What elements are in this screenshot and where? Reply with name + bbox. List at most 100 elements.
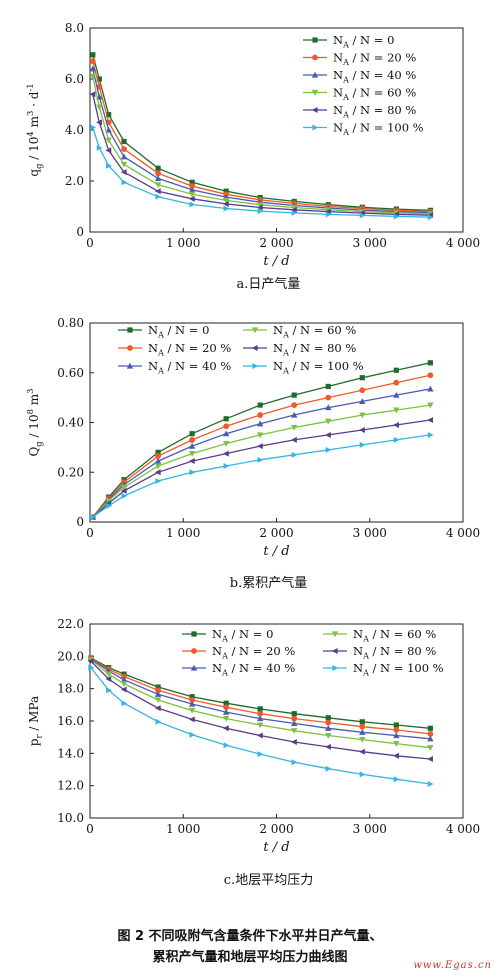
chart-2-series-4-line bbox=[90, 660, 431, 760]
chart-1-series-2-line bbox=[92, 388, 431, 518]
chart-2-series-3-point bbox=[256, 722, 264, 729]
chart-1-series-1-point bbox=[359, 387, 366, 394]
chart-0-ytick-label: 0 bbox=[76, 225, 84, 239]
chart-0-series-3-point bbox=[96, 104, 103, 111]
chart-2-series-0-point bbox=[291, 711, 297, 717]
chart-2-series-3-point bbox=[325, 732, 332, 739]
chart-2-series-2-point bbox=[154, 691, 162, 697]
chart-1-series-0-point bbox=[291, 392, 297, 398]
chart-0-series-2-point bbox=[154, 175, 162, 182]
chart-0-series-4-point bbox=[120, 169, 127, 176]
chart-1-series-0-point bbox=[325, 383, 331, 390]
chart-0-series-5-point bbox=[325, 211, 332, 218]
chart-0-series-0-point bbox=[121, 138, 127, 145]
chart-1-series-5-point bbox=[189, 469, 196, 476]
chart-0-series-5-point bbox=[155, 193, 162, 200]
chart-0-series-5-point bbox=[257, 208, 264, 215]
chart-2-series-4-point bbox=[291, 739, 297, 746]
chart-2-series-2-point bbox=[256, 715, 264, 722]
chart-1-series-2-point bbox=[222, 430, 230, 437]
chart-1-legend-swatch-marker bbox=[251, 345, 258, 351]
chart-0-legend-label: NA​ / N = 80 % bbox=[333, 103, 416, 119]
chart-2-series-1-point bbox=[359, 723, 366, 730]
chart-0-series-4-point bbox=[89, 91, 96, 98]
chart-2-series-4-point bbox=[105, 675, 112, 682]
chart-0-xtick-label: 3 000 bbox=[353, 236, 387, 250]
chart-2-legend-label: NA​ / N = 80 % bbox=[353, 644, 436, 660]
chart-2-series-4-point bbox=[120, 686, 127, 693]
chart-2-series-5-point bbox=[393, 776, 400, 783]
chart-1-ytick-label: 0.40 bbox=[57, 416, 84, 430]
chart-2-legend-label: NA​ / N = 100 % bbox=[353, 661, 444, 677]
chart-2-series-3-point bbox=[427, 745, 434, 751]
chart-0-ytick-label: 4.0 bbox=[65, 123, 84, 137]
chart-1-series-2-point bbox=[325, 404, 332, 411]
chart-2-legend-swatch-marker bbox=[191, 648, 197, 654]
chart-1-legend-swatch-marker bbox=[252, 363, 259, 369]
chart-0-legend-swatch-marker bbox=[311, 89, 319, 96]
chart-1-series-2-point bbox=[154, 457, 162, 464]
chart-0-series-0-point bbox=[96, 76, 102, 82]
chart-0-series-5-point bbox=[393, 213, 400, 220]
chart-1-series-1-point bbox=[189, 437, 196, 443]
chart-2-series-2-point bbox=[393, 732, 400, 739]
chart-2-legend-label: NA​ / N = 0 bbox=[212, 627, 273, 643]
chart-2-series-3-point bbox=[393, 741, 400, 747]
chart-2-series-5-point bbox=[121, 700, 128, 707]
chart-2-series-5-point bbox=[106, 687, 112, 694]
chart-1-series-0-point bbox=[257, 402, 263, 408]
chart-2-series-4-point bbox=[393, 752, 399, 759]
chart-1-series-3-point bbox=[359, 412, 366, 419]
chart-1-series-3-point bbox=[291, 424, 298, 431]
chart-2-legend-swatch-marker bbox=[332, 665, 339, 671]
chart-1-series-5-point bbox=[257, 456, 264, 463]
chart-0-series-3-point bbox=[222, 197, 230, 204]
chart-1-series-5-point bbox=[121, 492, 128, 499]
chart-2-series-2-point bbox=[291, 720, 298, 727]
chart-2-series-2-line bbox=[90, 658, 431, 740]
chart-0-legend-swatch-marker bbox=[312, 54, 318, 61]
chart-0-series-3-point bbox=[120, 161, 128, 168]
chart-0-series-5-point bbox=[90, 124, 96, 131]
chart-1-ytick-label: 0.60 bbox=[57, 366, 84, 380]
chart-0-series-3-point bbox=[89, 73, 96, 80]
chart-0-legend-label: NA​ / N = 60 % bbox=[333, 86, 416, 102]
chart-0-ytick-label: 6.0 bbox=[65, 72, 84, 86]
chart-0-series-4-point bbox=[222, 200, 229, 207]
chart-0-legend-swatch-marker bbox=[312, 124, 319, 131]
chart-1-series-1-point bbox=[427, 372, 434, 379]
chart-2-series-1-point bbox=[257, 710, 264, 717]
chart-2-series-1-point bbox=[325, 719, 332, 726]
chart-2-series-4-point bbox=[359, 748, 365, 755]
chart-2-series-2-point bbox=[188, 700, 196, 707]
chart-0-xtick-label: 4 000 bbox=[446, 236, 480, 250]
chart-2-series-3-point bbox=[222, 715, 230, 722]
chart-0-series-2-point bbox=[105, 126, 112, 133]
chart-2-series-0-point bbox=[325, 715, 331, 721]
chart-2-xtick-label: 2 000 bbox=[259, 822, 293, 836]
chart-2-xtick-label: 3 000 bbox=[353, 822, 387, 836]
chart-1-series-3-point bbox=[256, 432, 264, 439]
chart-0-legend-swatch-marker bbox=[312, 37, 318, 43]
chart-1-series-2-point bbox=[393, 391, 400, 398]
chart-0-xtick-label: 1 000 bbox=[166, 236, 200, 250]
chart-1-series-4-point bbox=[325, 431, 331, 438]
chart-1-legend-swatch-marker bbox=[127, 345, 133, 351]
chart-2-legend-swatch-marker bbox=[191, 631, 197, 637]
chart-2-series-4-point bbox=[427, 755, 433, 762]
chart-1-series-1-point bbox=[257, 412, 264, 418]
chart-2-series-4-point bbox=[188, 716, 195, 723]
chart-0-series-3-point bbox=[154, 182, 162, 189]
chart-2-legend-label: NA​ / N = 20 % bbox=[212, 644, 295, 660]
chart-1-legend-label: NA​ / N = 60 % bbox=[273, 323, 356, 339]
chart-1-xlabel: t / d bbox=[263, 544, 289, 559]
chart-2-legend-label: NA​ / N = 60 % bbox=[353, 627, 436, 643]
chart-0-series-1-point bbox=[189, 183, 196, 190]
chart-1-series-4-point bbox=[291, 436, 297, 443]
chart-1-xtick-label: 3 000 bbox=[353, 526, 387, 540]
chart-1-series-0-point bbox=[223, 416, 229, 422]
chart-2-xtick-label: 4 000 bbox=[446, 822, 480, 836]
chart-2-ylabel: pr​ / MPa bbox=[27, 696, 44, 746]
chart-0-xtick-label: 2 000 bbox=[259, 236, 293, 250]
chart-1-series-4-point bbox=[256, 443, 263, 450]
